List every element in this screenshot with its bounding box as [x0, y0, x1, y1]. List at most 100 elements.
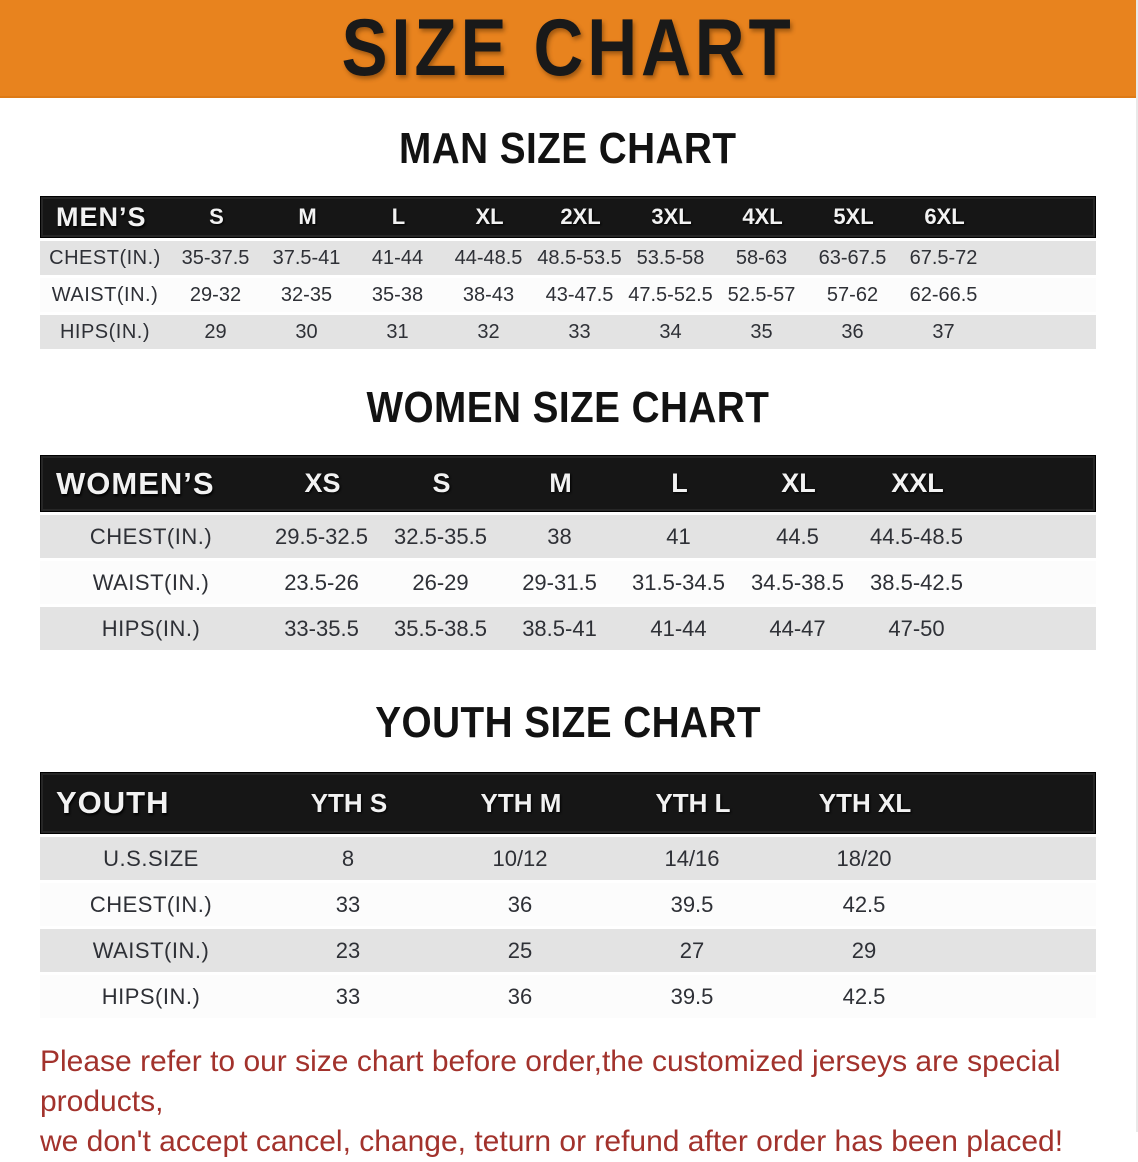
- value-cell: 33: [335, 983, 361, 1009]
- table-row: CHEST(IN.) 35-37.5 37.5-41 41-44 44-48.5 48.5…: [40, 241, 1096, 275]
- table-corner-label: YOUTH: [56, 785, 170, 820]
- value-cell: 35-37.5: [181, 246, 250, 269]
- value-cell: 29: [204, 320, 227, 343]
- value-cell: 34.5-38.5: [751, 569, 844, 595]
- value-cell: 44.5: [776, 523, 819, 549]
- column-header-cell: YTH M: [480, 787, 562, 818]
- value-cell: 37.5-41: [272, 246, 341, 269]
- women-size-chart-heading-text: WOMEN SIZE CHART: [366, 383, 770, 432]
- row-label: HIPS(IN.): [59, 320, 151, 343]
- column-header-cell: 3XL: [651, 204, 692, 229]
- column-header-cell: L: [391, 204, 406, 229]
- table-row: U.S.SIZE 8 10/12 14/16 18/20: [40, 837, 1096, 880]
- value-cell: 33: [568, 320, 591, 343]
- value-cell: 48.5-53.5: [537, 246, 622, 269]
- value-cell: 33-35.5: [284, 615, 359, 641]
- value-cell: 27: [679, 937, 705, 963]
- table-row: WAIST(IN.) 23.5-26 26-29 29-31.5 31.5-34.5 34…: [40, 561, 1096, 604]
- value-cell: 32-35: [280, 283, 333, 306]
- value-cell: 44-48.5: [454, 246, 523, 269]
- column-header-cell: L: [671, 468, 688, 498]
- column-header-cell: XXL: [891, 468, 944, 498]
- column-header-cell: M: [298, 204, 317, 229]
- value-cell: 30: [295, 320, 318, 343]
- value-cell: 23.5-26: [284, 569, 359, 595]
- column-header-cell: YTH L: [655, 787, 731, 818]
- value-cell: 47-50: [888, 615, 945, 641]
- youth-size-chart-heading-text: YOUTH SIZE CHART: [375, 698, 761, 747]
- row-label: CHEST(IN.): [89, 523, 213, 549]
- disclaimer-text: Please refer to our size chart before or…: [40, 1042, 1116, 1162]
- column-header-cell: 6XL: [924, 204, 965, 229]
- row-label: WAIST(IN.): [92, 569, 210, 595]
- row-label: WAIST(IN.): [51, 283, 159, 306]
- value-cell: 41-44: [650, 615, 707, 641]
- value-cell: 38-43: [462, 283, 515, 306]
- table-row: WAIST(IN.) 29-32 32-35 35-38 38-43 43-47.5 47.…: [40, 278, 1096, 312]
- man-size-chart-heading-text: MAN SIZE CHART: [399, 124, 737, 173]
- value-cell: 35: [750, 320, 773, 343]
- youth-size-chart-heading: YOUTH SIZE CHART: [0, 698, 1136, 748]
- value-cell: 42.5: [842, 891, 886, 917]
- column-header-cell: XL: [475, 204, 504, 229]
- table-header-row: WOMEN’S XS S M L XL XXL: [40, 455, 1096, 512]
- disclaimer-line-1: Please refer to our size chart before or…: [40, 1045, 1061, 1118]
- table-row: HIPS(IN.) 33 36 39.5 42.5: [40, 975, 1096, 1018]
- table-corner-label: WOMEN’S: [56, 465, 215, 501]
- value-cell: 26-29: [412, 569, 469, 595]
- value-cell: 8: [341, 845, 355, 871]
- value-cell: 38.5-41: [522, 615, 597, 641]
- table-row: WAIST(IN.) 23 25 27 29: [40, 929, 1096, 972]
- table-corner-label: MEN’S: [56, 201, 147, 232]
- table-row: HIPS(IN.) 29 30 31 32 33 34 35 36 37: [40, 315, 1096, 349]
- value-cell: 34: [659, 320, 682, 343]
- banner-title: SIZE CHART: [341, 3, 795, 93]
- value-cell: 39.5: [670, 983, 714, 1009]
- value-cell: 29-31.5: [522, 569, 597, 595]
- value-cell: 42.5: [842, 983, 886, 1009]
- value-cell: 41: [666, 523, 691, 549]
- size-chart-banner: SIZE CHART: [0, 0, 1136, 98]
- value-cell: 43-47.5: [545, 283, 614, 306]
- value-cell: 38.5-42.5: [870, 569, 963, 595]
- value-cell: 29-32: [189, 283, 242, 306]
- value-cell: 29: [851, 937, 877, 963]
- table-row: CHEST(IN.) 33 36 39.5 42.5: [40, 883, 1096, 926]
- value-cell: 63-67.5: [818, 246, 887, 269]
- value-cell: 36: [507, 983, 533, 1009]
- value-cell: 14/16: [664, 845, 720, 871]
- column-header-cell: M: [549, 468, 572, 498]
- table-row: HIPS(IN.) 33-35.5 35.5-38.5 38.5-41 41-44 44-…: [40, 607, 1096, 650]
- value-cell: 35-38: [371, 283, 424, 306]
- value-cell: 31: [386, 320, 409, 343]
- value-cell: 18/20: [836, 845, 892, 871]
- value-cell: 35.5-38.5: [394, 615, 487, 641]
- value-cell: 44.5-48.5: [870, 523, 963, 549]
- value-cell: 67.5-72: [909, 246, 978, 269]
- table-row: CHEST(IN.) 29.5-32.5 32.5-35.5 38 41 44.5 44.5…: [40, 515, 1096, 558]
- man-size-chart-heading: MAN SIZE CHART: [0, 124, 1136, 174]
- value-cell: 53.5-58: [636, 246, 705, 269]
- value-cell: 62-66.5: [909, 283, 978, 306]
- value-cell: 31.5-34.5: [632, 569, 725, 595]
- column-header-cell: 4XL: [742, 204, 783, 229]
- row-label: CHEST(IN.): [49, 246, 161, 269]
- value-cell: 25: [507, 937, 533, 963]
- youth-size-table: YOUTH YTH S YTH M YTH L YTH XL U.S.SIZE 8 10/12…: [40, 772, 1096, 1018]
- column-header-cell: XS: [304, 468, 341, 498]
- value-cell: 38: [547, 523, 572, 549]
- value-cell: 10/12: [492, 845, 548, 871]
- row-label: HIPS(IN.): [101, 983, 201, 1009]
- value-cell: 58-63: [735, 246, 788, 269]
- value-cell: 36: [841, 320, 864, 343]
- column-header-cell: S: [432, 468, 451, 498]
- column-header-cell: S: [209, 204, 224, 229]
- row-label: U.S.SIZE: [103, 845, 199, 871]
- row-label: CHEST(IN.): [89, 891, 213, 917]
- value-cell: 32.5-35.5: [394, 523, 487, 549]
- value-cell: 41-44: [371, 246, 424, 269]
- value-cell: 32: [477, 320, 500, 343]
- column-header-cell: 5XL: [833, 204, 874, 229]
- women-size-table: WOMEN’S XS S M L XL XXL CHEST(IN.) 29.5-32.5 32.5…: [40, 455, 1096, 650]
- column-header-cell: 2XL: [560, 204, 601, 229]
